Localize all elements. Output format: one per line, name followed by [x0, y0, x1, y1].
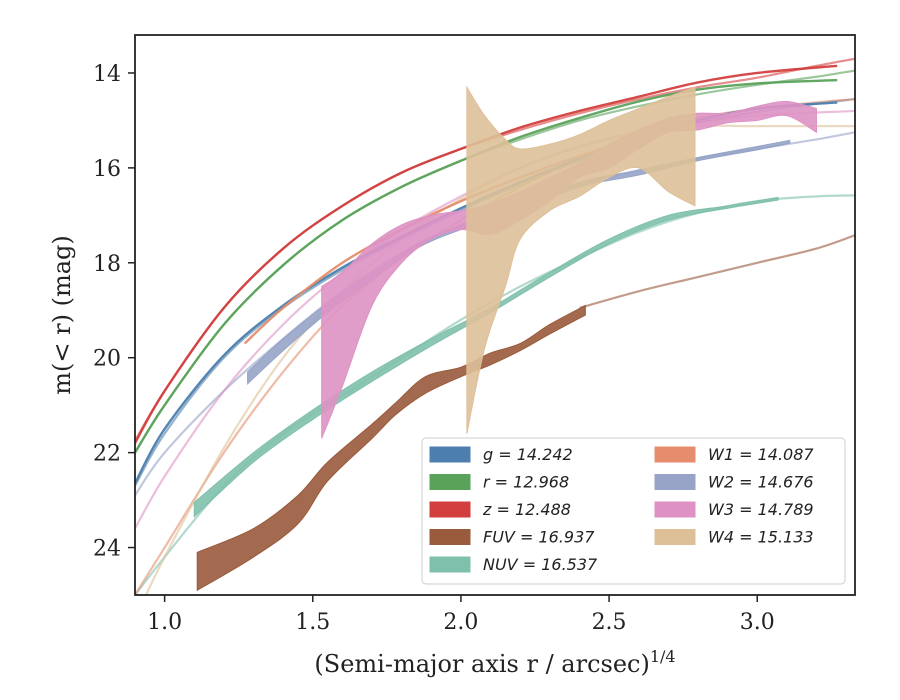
model-curve-fuv [579, 234, 855, 309]
y-axis: 14 16 18 20 22 24 [93, 62, 135, 562]
legend-label-nuv: NUV = 16.537 [483, 555, 598, 574]
legend: g = 14.242 r = 12.968 z = 12.488 FUV = 16.9… [421, 437, 846, 585]
legend-label-fuv: FUV = 16.937 [483, 528, 595, 547]
legend-swatch-g [429, 446, 471, 463]
legend-swatch-r [429, 474, 471, 490]
profile-line-r [135, 78, 838, 454]
y-tick-label: 22 [93, 442, 121, 467]
y-tick-label: 24 [93, 537, 121, 562]
legend-label-g: g = 14.242 [483, 445, 573, 464]
legend-swatch-w1 [654, 446, 696, 463]
x-axis: 1.0 1.5 2.0 2.5 3.0 [147, 595, 775, 635]
profile-band-fuv [196, 304, 586, 592]
legend-label-z: z = 12.488 [482, 500, 571, 519]
y-tick-label: 20 [93, 347, 121, 372]
profile-line-z [135, 64, 838, 444]
legend-label-r: r = 12.968 [483, 473, 569, 492]
x-tick-label: 1.0 [147, 610, 182, 635]
legend-box [421, 437, 846, 585]
measured-profiles [135, 64, 838, 592]
legend-swatch-w4 [654, 529, 696, 545]
x-axis-title: (Semi-major axis r / arcsec)1/4 [314, 647, 675, 678]
x-tick-label: 1.5 [295, 610, 330, 635]
profile-band-nuv [193, 196, 779, 518]
y-tick-label: 14 [93, 62, 121, 87]
legend-label-w3: W3 = 14.789 [708, 500, 814, 519]
x-tick-label: 2.0 [443, 610, 478, 635]
legend-swatch-nuv [429, 556, 471, 573]
legend-label-w4: W4 = 15.133 [708, 528, 814, 547]
series-layer [135, 57, 855, 595]
legend-label-w1: W1 = 14.087 [708, 445, 814, 464]
legend-swatch-z [429, 501, 471, 518]
plot-frame [134, 34, 856, 596]
y-axis-title: m(< r) (mag) [48, 235, 76, 394]
legend-swatch-w2 [654, 474, 696, 490]
x-tick-label: 3.0 [740, 610, 775, 635]
profile-band-w4 [466, 85, 696, 434]
legend-swatch-fuv [429, 529, 471, 545]
legend-label-w2: W2 = 14.676 [708, 473, 814, 492]
y-tick-label: 16 [93, 157, 121, 182]
legend-swatch-w3 [654, 501, 696, 518]
x-tick-label: 2.5 [592, 610, 627, 635]
y-tick-label: 18 [93, 252, 121, 277]
